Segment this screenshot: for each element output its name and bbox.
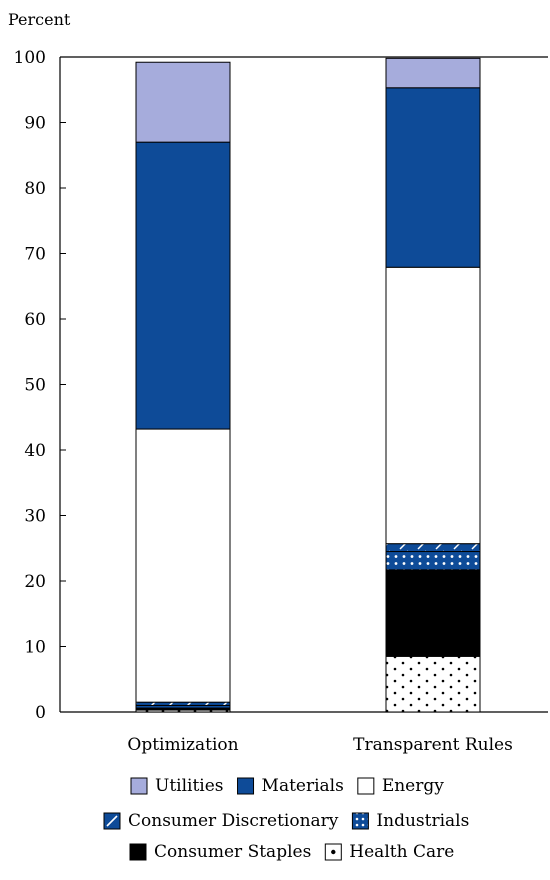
x-category-label: Transparent Rules <box>353 735 513 755</box>
legend-label: Health Care <box>349 842 454 862</box>
legend: Utilities Materials Energy Consumer Discret… <box>103 776 469 862</box>
bar-segment-materials <box>385 87 481 268</box>
y-tick-label: 20 <box>24 572 46 592</box>
legend-item-energy: Energy <box>357 776 444 796</box>
y-tick-label: 80 <box>24 179 46 199</box>
legend-item-consumer-discretionary: Consumer Discretionary <box>103 811 339 831</box>
bar-segment-energy <box>135 428 231 703</box>
bar-segment-utilities <box>385 57 481 89</box>
y-tick-label: 70 <box>24 245 46 265</box>
legend-swatch <box>129 843 147 861</box>
bar-segment-energy <box>385 266 481 545</box>
legend-swatch-dot <box>331 849 336 855</box>
category-labels: Optimization Transparent Rules <box>127 735 512 755</box>
legend-label: Energy <box>382 776 444 796</box>
bar-stack-transparent-rules <box>385 57 481 713</box>
bar-segment-consumer-discretionary <box>385 543 481 553</box>
y-axis-label: Percent <box>8 10 71 29</box>
legend-swatch <box>351 812 369 830</box>
legend-swatch <box>130 777 148 795</box>
y-tick-label: 100 <box>14 48 46 68</box>
legend-label: Materials <box>262 776 344 796</box>
legend-label: Consumer Discretionary <box>128 811 339 831</box>
y-tick-label: 40 <box>24 441 46 461</box>
x-category-label: Optimization <box>127 735 238 755</box>
legend-label: Consumer Staples <box>154 842 311 862</box>
bar-segment-materials <box>135 141 231 430</box>
bars-group <box>135 57 481 713</box>
legend-swatch <box>237 777 255 795</box>
y-tick-label: 50 <box>24 376 46 396</box>
bar-segment-consumer-staples <box>385 569 481 657</box>
legend-label: Industrials <box>376 811 469 831</box>
y-tick-label: 0 <box>35 703 46 723</box>
legend-label: Utilities <box>155 776 224 796</box>
bar-segment-industrials <box>385 551 481 571</box>
y-tick-label: 30 <box>24 507 46 527</box>
bar-segment-utilities <box>135 61 231 143</box>
y-tick-label: 90 <box>24 114 46 134</box>
legend-item-materials: Materials <box>237 776 344 796</box>
y-tick-label: 60 <box>24 310 46 330</box>
legend-item-utilities: Utilities <box>130 776 224 796</box>
y-tick-label: 10 <box>24 638 46 658</box>
legend-item-consumer-staples: Consumer Staples <box>129 842 311 862</box>
legend-swatch <box>357 777 375 795</box>
y-axis-ticks: 0 10 20 30 40 50 60 70 80 90 100 <box>14 48 66 723</box>
legend-item-industrials: Industrials <box>351 811 469 831</box>
legend-swatch-hatch <box>106 815 118 827</box>
legend-item-health-care: Health Care <box>324 842 454 862</box>
bar-segment-health-care <box>385 655 481 713</box>
bar-stack-optimization <box>135 61 231 713</box>
